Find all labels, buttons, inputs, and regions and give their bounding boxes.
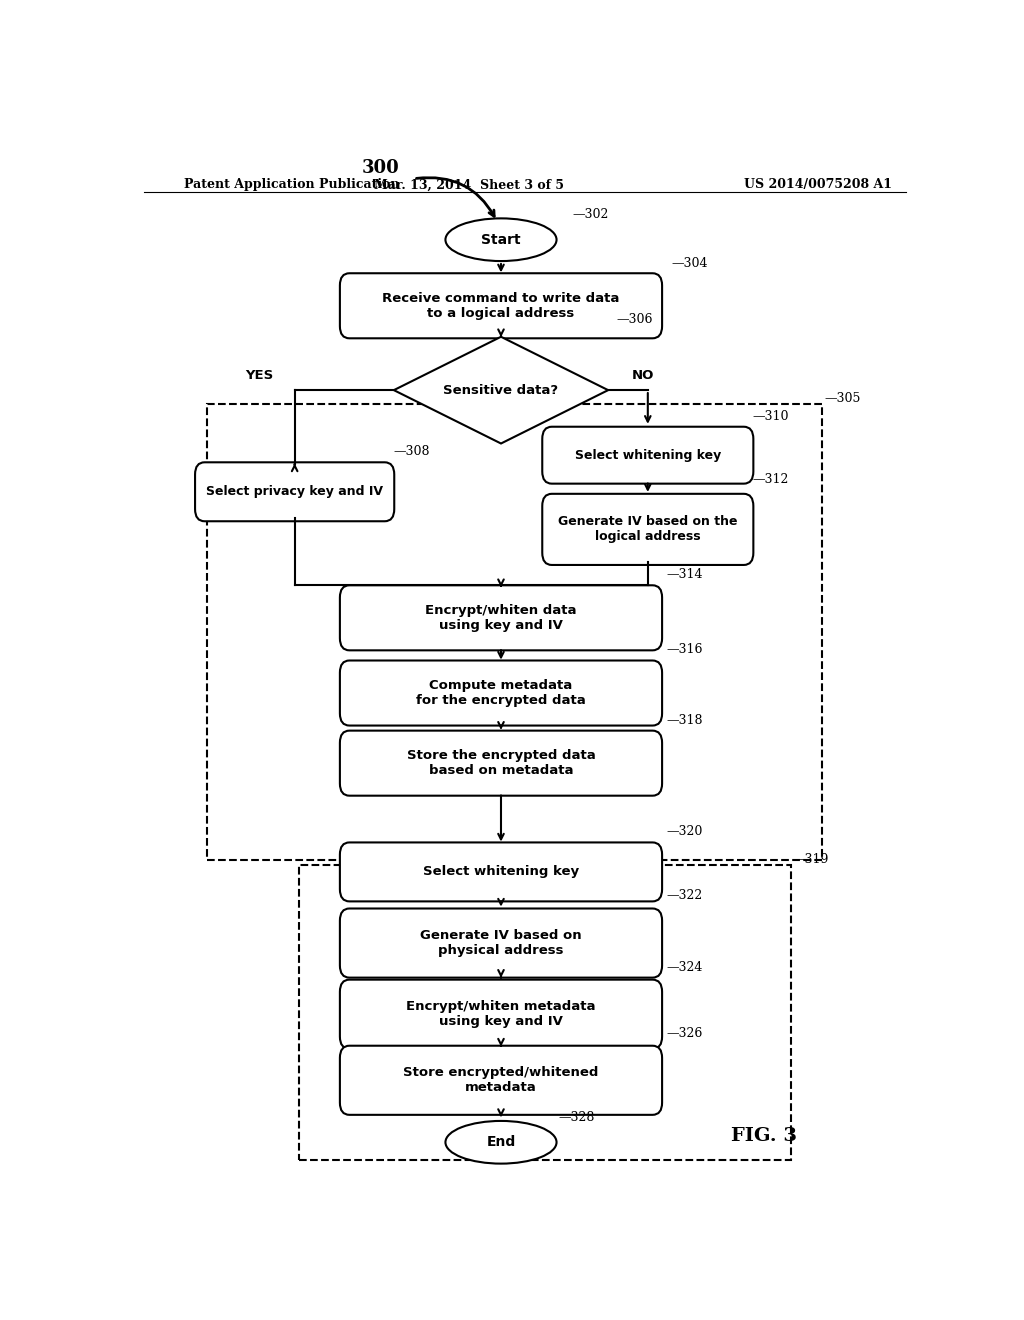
FancyBboxPatch shape [340,660,663,726]
Text: —308: —308 [394,445,430,458]
Ellipse shape [445,218,557,261]
Text: 300: 300 [362,158,399,177]
Text: Encrypt/whiten data
using key and IV: Encrypt/whiten data using key and IV [425,603,577,632]
Text: NO: NO [632,370,654,383]
FancyBboxPatch shape [340,585,663,651]
Text: Select whitening key: Select whitening key [423,866,579,878]
Text: Sensitive data?: Sensitive data? [443,384,558,396]
FancyBboxPatch shape [195,462,394,521]
FancyBboxPatch shape [340,1045,663,1115]
FancyBboxPatch shape [340,908,663,978]
FancyBboxPatch shape [543,426,754,483]
FancyBboxPatch shape [340,979,663,1049]
Text: —305: —305 [824,392,860,405]
Text: YES: YES [245,370,273,383]
Text: Store encrypted/whitened
metadata: Store encrypted/whitened metadata [403,1067,599,1094]
Text: Encrypt/whiten metadata
using key and IV: Encrypt/whiten metadata using key and IV [407,1001,596,1028]
Text: Start: Start [481,232,521,247]
Text: Select privacy key and IV: Select privacy key and IV [206,486,383,498]
Text: —328: —328 [559,1111,595,1125]
Text: —314: —314 [666,568,702,581]
Text: Patent Application Publication: Patent Application Publication [183,178,399,191]
FancyBboxPatch shape [340,842,663,902]
Text: Compute metadata
for the encrypted data: Compute metadata for the encrypted data [416,678,586,708]
Text: Mar. 13, 2014  Sheet 3 of 5: Mar. 13, 2014 Sheet 3 of 5 [374,178,564,191]
Text: —302: —302 [572,209,609,222]
Text: Generate IV based on
physical address: Generate IV based on physical address [420,929,582,957]
Text: —320: —320 [666,825,702,838]
Text: —326: —326 [666,1027,702,1040]
Text: Receive command to write data
to a logical address: Receive command to write data to a logic… [382,292,620,319]
Text: FIG. 3: FIG. 3 [731,1127,797,1146]
Text: End: End [486,1135,516,1150]
Text: Store the encrypted data
based on metadata: Store the encrypted data based on metada… [407,750,595,777]
Text: Select whitening key: Select whitening key [574,449,721,462]
Ellipse shape [445,1121,557,1164]
Text: —322: —322 [666,890,702,903]
Text: —324: —324 [666,961,702,974]
Text: —306: —306 [616,313,652,326]
Text: —312: —312 [753,473,788,486]
FancyBboxPatch shape [340,731,663,796]
FancyBboxPatch shape [543,494,754,565]
Text: US 2014/0075208 A1: US 2014/0075208 A1 [744,178,893,191]
Text: —319: —319 [793,853,828,866]
FancyBboxPatch shape [340,273,663,338]
Text: Generate IV based on the
logical address: Generate IV based on the logical address [558,515,737,544]
Text: —310: —310 [753,409,790,422]
Text: —316: —316 [666,643,702,656]
Text: —318: —318 [666,714,702,726]
Polygon shape [394,337,608,444]
Text: —304: —304 [672,257,709,271]
